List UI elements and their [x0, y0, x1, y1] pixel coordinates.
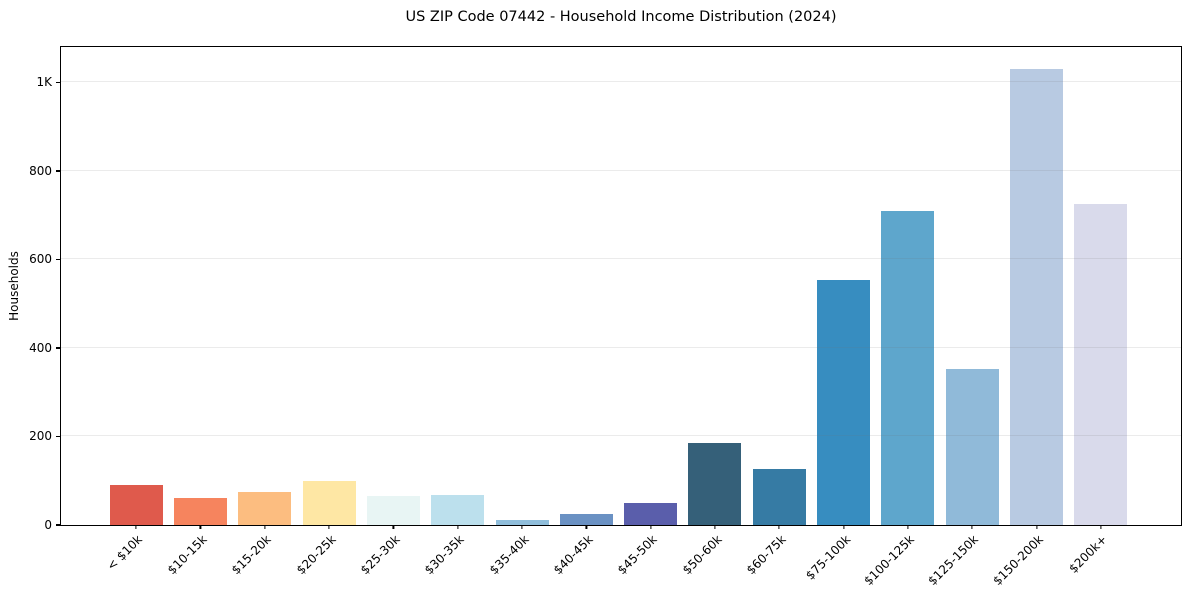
band-5: $30-35k	[422, 47, 490, 577]
bar-$125-150k	[945, 369, 999, 525]
band-0: < $10k	[104, 47, 168, 573]
x-tick-mark-2	[264, 525, 266, 529]
x-tick-mark-7	[585, 525, 587, 529]
band-1: $10-15k	[165, 47, 232, 577]
x-tick-label-3: $20-25k	[293, 532, 339, 578]
y-tick-label-800: 800	[29, 163, 52, 178]
band-13: $125-150k	[926, 47, 1004, 588]
x-tick-mark-6	[521, 525, 523, 529]
band-15: $200k+	[1067, 47, 1133, 576]
band-2: $15-20k	[229, 47, 297, 577]
x-tick-label-8: $45-50k	[614, 532, 660, 578]
x-tick-label-9: $50-60k	[679, 532, 725, 578]
x-tick-mark-4	[392, 525, 394, 529]
bar-$35-40k	[495, 519, 549, 525]
bar-$60-75k	[752, 469, 806, 525]
bar-$20-25k	[302, 480, 356, 525]
chart-title: US ZIP Code 07442 - Household Income Dis…	[405, 9, 837, 25]
bar-$50-60k	[688, 443, 742, 525]
band-9: $50-60k	[679, 47, 747, 577]
y-tick-label-400: 400	[29, 340, 52, 355]
x-tick-mark-1	[199, 525, 202, 529]
y-tick-label-1K: 1K	[36, 75, 52, 90]
y-tick-mark-800	[56, 170, 61, 172]
y-tick-mark-200	[56, 435, 61, 438]
band-4: $25-30k	[358, 47, 425, 577]
bar-$150-200k	[1010, 69, 1064, 525]
band-8: $45-50k	[615, 47, 683, 577]
x-tick-label-12: $100-125k	[861, 532, 918, 588]
x-tick-label-11: $75-100k	[802, 532, 853, 583]
band-10: $60-75k	[744, 47, 811, 577]
x-tick-label-4: $25-30k	[357, 532, 403, 578]
bar-$15-20k	[238, 491, 292, 525]
x-tick-mark-15	[1100, 525, 1102, 529]
x-tick-label-2: $15-20k	[229, 532, 274, 578]
band-6: $35-40k	[486, 47, 554, 577]
y-tick-mark-0	[56, 524, 61, 526]
band-7: $40-45k	[551, 47, 618, 577]
x-tick-mark-14	[1035, 525, 1038, 529]
band-12: $100-125k	[861, 47, 940, 588]
x-tick-mark-12	[907, 525, 909, 529]
x-tick-label-13: $125-150k	[925, 532, 982, 588]
y-tick-label-600: 600	[29, 252, 52, 267]
bar-$200k+	[1074, 203, 1128, 525]
bar-$75-100k	[817, 280, 871, 525]
x-tick-mark-13	[971, 525, 973, 529]
bar-< $10k	[109, 485, 163, 525]
x-tick-mark-9	[714, 525, 716, 529]
bar-$100-125k	[881, 210, 935, 525]
y-tick-label-200: 200	[29, 429, 52, 444]
x-tick-label-14: $150-200k	[990, 532, 1046, 588]
x-tick-mark-10	[778, 525, 780, 529]
x-tick-label-1: $10-15k	[164, 532, 210, 578]
x-tick-mark-3	[328, 525, 330, 529]
x-tick-mark-11	[843, 525, 845, 529]
bar-$10-15k	[173, 498, 227, 525]
band-3: $20-25k	[293, 47, 361, 577]
x-tick-mark-0	[135, 525, 137, 529]
bar-$30-35k	[431, 494, 485, 525]
bars-container: < $10k $10-15k $15-20k $20-25k $25-30k $30-35…	[61, 47, 1181, 588]
band-14: $150-200k	[990, 47, 1068, 588]
y-tick-label-0: 0	[44, 518, 52, 532]
x-tick-label-15: $200k+	[1066, 532, 1111, 576]
x-tick-mark-5	[457, 525, 459, 529]
x-tick-label-0: < $10k	[104, 532, 146, 574]
band-11: $75-100k	[803, 47, 875, 583]
x-tick-label-6: $35-40k	[486, 532, 532, 578]
x-tick-label-7: $40-45k	[550, 532, 596, 578]
bar-$25-30k	[366, 496, 420, 525]
bar-$45-50k	[624, 502, 678, 525]
y-tick-mark-1K	[56, 81, 61, 84]
plot-area: < $10k $10-15k $15-20k $20-25k $25-30k $30-35…	[29, 46, 1182, 588]
x-tick-label-10: $60-75k	[743, 532, 789, 578]
y-axis-label: Households	[7, 251, 21, 321]
y-tick-mark-400	[56, 347, 61, 349]
bar-$40-45k	[559, 513, 613, 525]
x-tick-label-5: $30-35k	[422, 532, 467, 578]
x-tick-mark-8	[650, 525, 652, 529]
y-tick-mark-600	[56, 258, 61, 261]
